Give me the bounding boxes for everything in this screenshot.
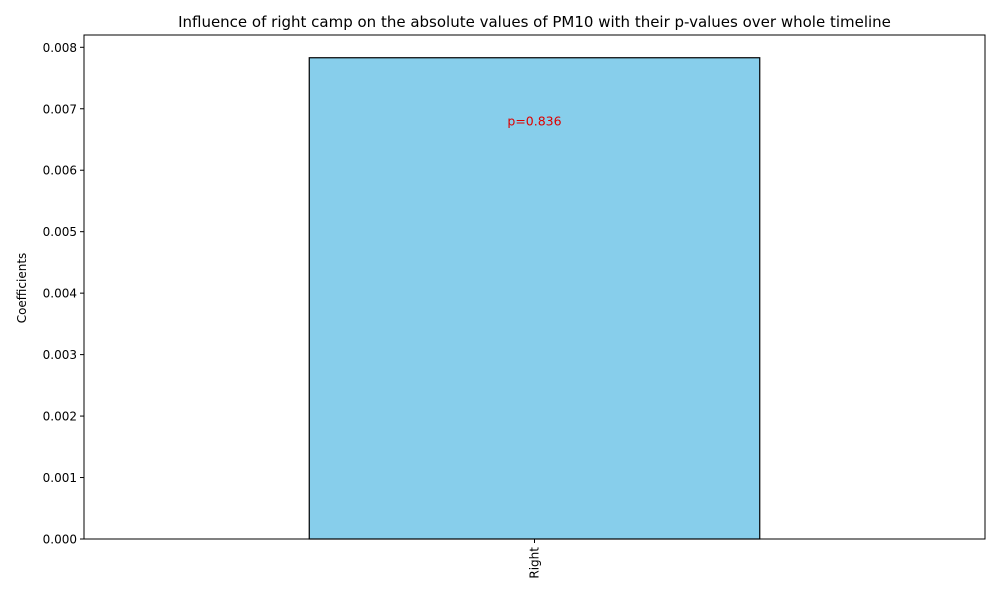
y-axis-label: Coefficients xyxy=(15,253,29,324)
p-value-annotation: p=0.836 xyxy=(507,114,561,129)
plot-area: Right 0.000 0.001 0.002 0.003 0.004 0.005 0.006… xyxy=(43,34,986,579)
y-tick-label: 0.005 xyxy=(43,225,77,239)
y-tick-label: 0.008 xyxy=(43,41,77,55)
axes-frame xyxy=(83,34,986,540)
x-tick-label: Right xyxy=(528,547,542,579)
y-tick-label: 0.001 xyxy=(43,471,77,485)
y-tick-label: 0.003 xyxy=(43,348,77,362)
chart-title: Influence of right camp on the absolute … xyxy=(178,13,891,31)
y-tick-label: 0.002 xyxy=(43,410,77,424)
y-tick-label: 0.007 xyxy=(43,102,77,116)
y-tick-label: 0.000 xyxy=(43,533,77,547)
y-tick-label: 0.006 xyxy=(43,164,77,178)
bar-right xyxy=(308,57,761,540)
y-tick-label: 0.004 xyxy=(43,287,77,301)
